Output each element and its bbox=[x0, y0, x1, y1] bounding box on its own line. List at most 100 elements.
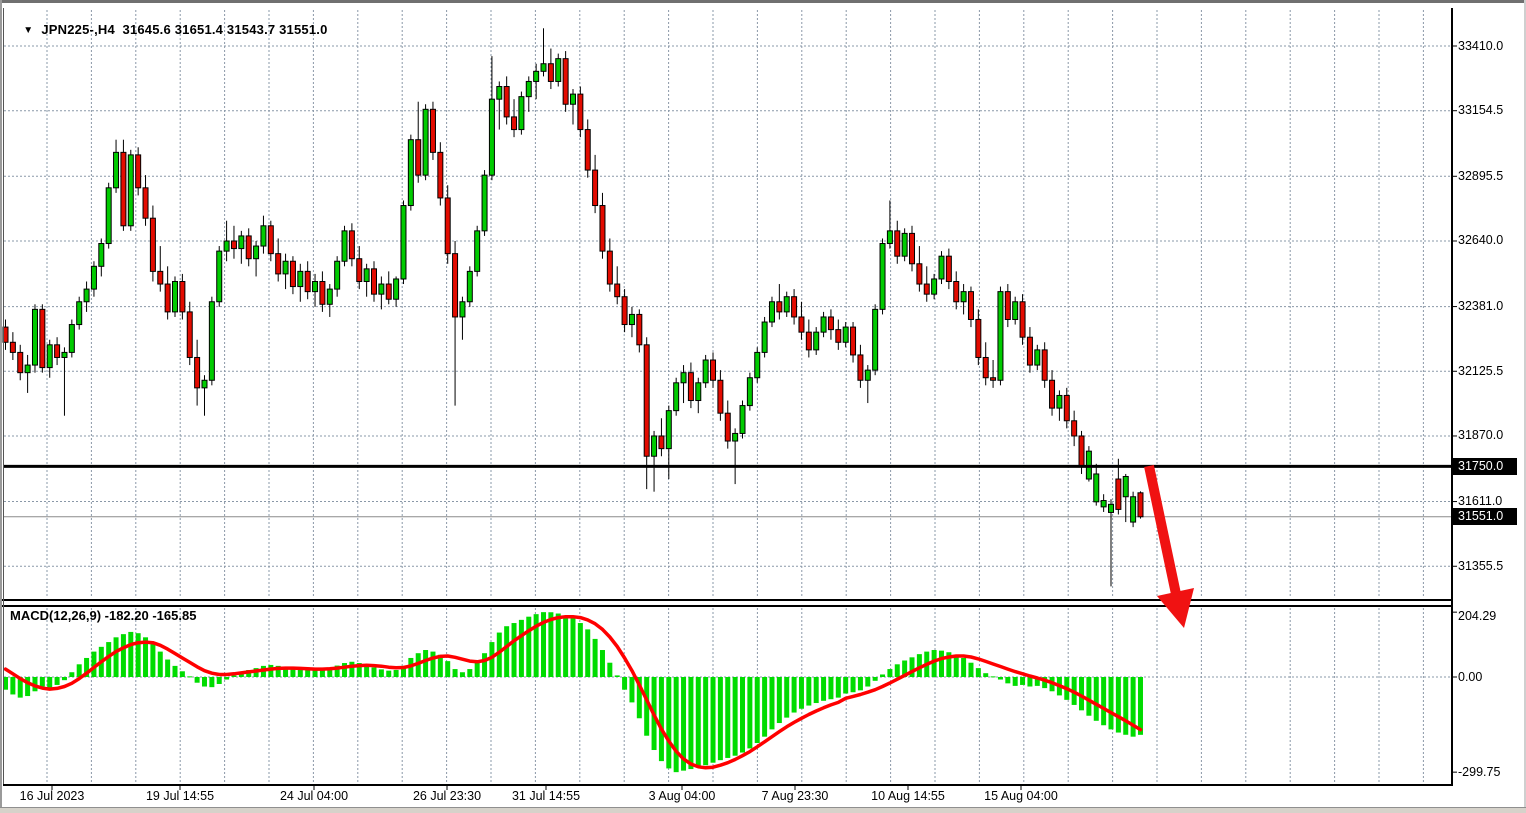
candle-body bbox=[967, 291, 974, 320]
chart-border-left bbox=[3, 8, 4, 784]
price-axis-label: 32895.5 bbox=[1458, 168, 1504, 183]
macd-histogram-bar bbox=[909, 657, 915, 677]
price-axis-label: 32381.0 bbox=[1458, 299, 1504, 314]
candle-body bbox=[894, 230, 901, 257]
price-axis-label: 33154.5 bbox=[1458, 103, 1504, 118]
candle-body bbox=[371, 268, 377, 295]
price-axis-label: 31355.5 bbox=[1458, 558, 1504, 573]
macd-histogram-bar bbox=[1012, 677, 1018, 686]
macd-histogram-bar bbox=[143, 637, 149, 677]
candle-body bbox=[717, 379, 724, 414]
candle-body bbox=[533, 70, 540, 82]
window-left-edge bbox=[0, 0, 2, 813]
macd-histogram-bar bbox=[953, 654, 959, 677]
candle-body bbox=[901, 232, 908, 257]
candle-body bbox=[46, 344, 53, 369]
macd-histogram-bar bbox=[1086, 677, 1092, 716]
candle-body bbox=[1049, 379, 1056, 409]
candle-body bbox=[842, 326, 849, 343]
macd-histogram-bar bbox=[1005, 677, 1011, 684]
macd-histogram-bar bbox=[201, 677, 207, 687]
candle-body bbox=[739, 405, 746, 434]
macd-histogram-bar bbox=[84, 657, 90, 677]
candle-body bbox=[606, 250, 613, 285]
candle-body bbox=[142, 187, 149, 219]
candle-body bbox=[378, 283, 385, 295]
macd-histogram-bar bbox=[25, 677, 31, 697]
candle-body bbox=[481, 174, 488, 232]
candle-body bbox=[68, 324, 75, 353]
macd-histogram-bar bbox=[69, 672, 75, 677]
candle-body bbox=[511, 116, 518, 131]
macd-histogram-bar bbox=[467, 669, 473, 677]
candle-body bbox=[297, 270, 304, 288]
candle-body bbox=[1122, 475, 1129, 498]
candle-body bbox=[584, 129, 591, 171]
candle-body bbox=[857, 354, 864, 381]
macd-histogram-bar bbox=[297, 669, 303, 677]
macd-histogram-bar bbox=[400, 665, 406, 677]
macd-histogram-bar bbox=[666, 677, 672, 769]
candle-body bbox=[98, 243, 105, 267]
macd-histogram-bar bbox=[1137, 677, 1143, 735]
candle-body bbox=[172, 281, 179, 313]
macd-histogram-bar bbox=[526, 616, 532, 677]
macd-histogram-bar bbox=[717, 677, 723, 761]
macd-histogram-bar bbox=[135, 633, 141, 677]
candle-body bbox=[916, 263, 923, 285]
macd-histogram-bar bbox=[17, 677, 23, 698]
panel-separator[interactable] bbox=[0, 599, 1452, 601]
candle-body bbox=[599, 205, 606, 252]
candle-body bbox=[746, 377, 753, 407]
trend-arrow-head-icon[interactable] bbox=[1157, 588, 1194, 628]
macd-histogram-bar bbox=[386, 670, 392, 677]
price-tag-current-price: 31551.0 bbox=[1453, 508, 1517, 526]
chart-title: ▼ JPN225-,H4 31645.6 31651.4 31543.7 3155… bbox=[8, 7, 328, 52]
candle-body bbox=[334, 260, 341, 290]
candle-body bbox=[628, 313, 635, 326]
macd-histogram-bar bbox=[843, 677, 849, 694]
candle-body bbox=[651, 435, 658, 457]
trendline-31750[interactable] bbox=[4, 464, 1452, 468]
candle-body bbox=[363, 268, 370, 283]
macd-histogram-bar bbox=[39, 677, 45, 687]
macd-histogram-bar bbox=[644, 677, 650, 736]
candle-body bbox=[1100, 500, 1107, 508]
dropdown-triangle-icon[interactable]: ▼ bbox=[23, 25, 34, 36]
macd-histogram-bar bbox=[10, 677, 16, 695]
candle-body bbox=[658, 435, 665, 450]
macd-histogram-bar bbox=[990, 676, 996, 678]
macd-histogram-bar bbox=[1130, 677, 1136, 737]
candle-body bbox=[216, 250, 223, 303]
candle-body bbox=[1004, 291, 1011, 320]
macd-histogram-bar bbox=[474, 662, 480, 677]
macd-histogram-bar bbox=[658, 677, 664, 762]
trend-arrow-shaft[interactable] bbox=[1144, 464, 1181, 596]
macd-histogram-bar bbox=[592, 638, 598, 677]
chart-title-text: JPN225-,H4 31645.6 31651.4 31543.7 31551… bbox=[41, 22, 328, 37]
candle-body bbox=[54, 344, 61, 358]
candle-body bbox=[245, 235, 252, 260]
candle-body bbox=[850, 326, 857, 356]
candle-body bbox=[186, 311, 193, 358]
macd-histogram-bar bbox=[894, 664, 900, 677]
candle-body bbox=[820, 316, 827, 333]
candle-body bbox=[452, 253, 459, 318]
candle-body bbox=[695, 382, 702, 402]
macd-histogram-bar bbox=[47, 677, 53, 689]
candle-body bbox=[113, 151, 120, 189]
panel-separator[interactable] bbox=[0, 605, 1452, 607]
macd-histogram-bar bbox=[378, 669, 384, 677]
macd-histogram-bar bbox=[489, 642, 495, 677]
candle-body bbox=[813, 331, 820, 351]
macd-histogram-bar bbox=[364, 664, 370, 677]
macd-signal-line bbox=[3, 614, 1143, 770]
candle-body bbox=[886, 230, 893, 245]
time-axis-label: 10 Aug 14:55 bbox=[871, 789, 945, 803]
macd-histogram-bar bbox=[577, 623, 583, 677]
candle-body bbox=[83, 288, 90, 303]
macd-histogram-bar bbox=[747, 677, 753, 749]
candle-body bbox=[179, 281, 186, 313]
macd-histogram-bar bbox=[607, 662, 613, 677]
